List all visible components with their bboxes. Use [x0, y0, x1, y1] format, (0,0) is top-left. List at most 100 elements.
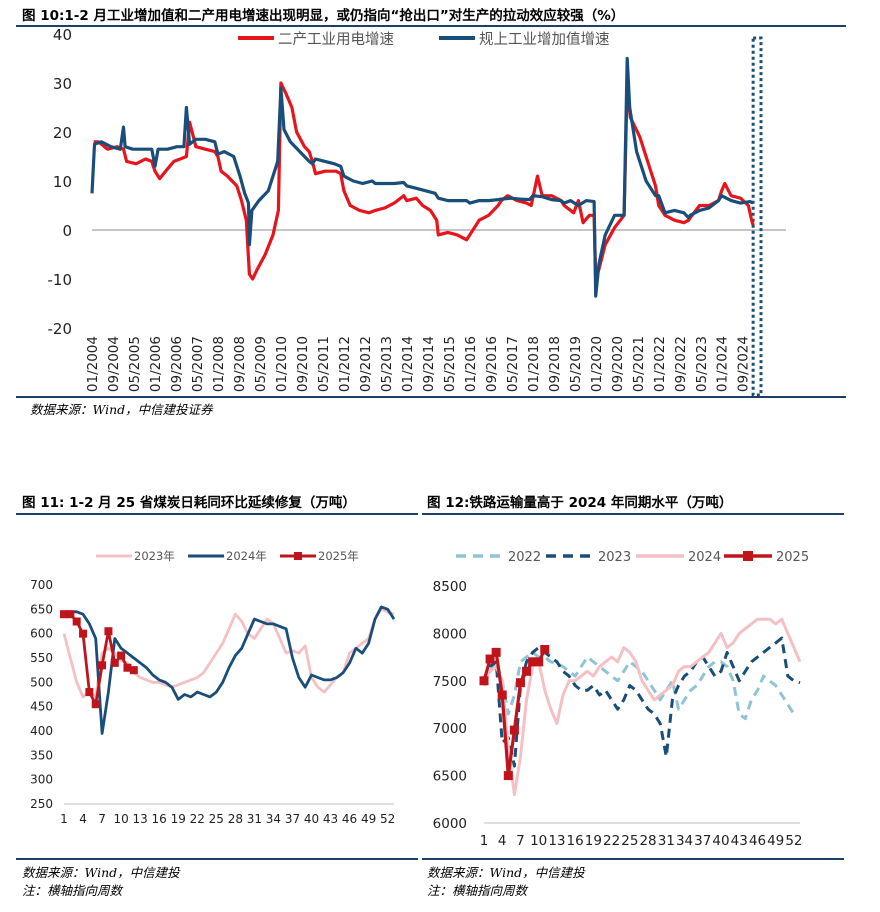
series-marker — [60, 610, 68, 619]
x-tick-label: 25 — [209, 812, 224, 826]
x-tick-label: 01/2010 — [274, 336, 290, 392]
x-tick-label: 28 — [228, 812, 243, 826]
legend-label: 规上工业增加值增速 — [479, 31, 610, 48]
x-tick-label: 19 — [585, 833, 602, 849]
x-tick-label: 09/2006 — [169, 336, 185, 392]
x-tick-label: 01/2016 — [463, 336, 479, 392]
y-tick-label: 550 — [30, 651, 53, 665]
x-tick-label: 7 — [98, 812, 106, 826]
x-tick-label: 7 — [516, 833, 525, 849]
x-tick-label: 34 — [266, 812, 281, 826]
x-tick-label: 10 — [113, 812, 128, 826]
y-tick-label: 8000 — [433, 626, 467, 642]
x-tick-label: 05/2017 — [505, 336, 521, 392]
y-tick-label: 400 — [30, 724, 53, 738]
series-marker — [497, 690, 507, 700]
chart11-title: 图 11: 1-2 月 25 省煤炭日耗同环比延续修复（万吨） — [22, 495, 356, 511]
y-tick-label: 450 — [30, 700, 53, 714]
x-tick-label: 05/2021 — [631, 336, 647, 392]
x-tick-label: 09/2008 — [232, 336, 248, 392]
legend-label: 2025年 — [318, 549, 359, 563]
x-tick-label: 40 — [304, 812, 319, 826]
x-tick-label: 43 — [731, 833, 748, 849]
series-marker — [479, 676, 489, 686]
x-tick-label: 22 — [190, 812, 205, 826]
x-tick-label: 01/2012 — [337, 336, 353, 392]
x-tick-label: 09/2012 — [358, 336, 374, 392]
y-tick-label: 650 — [30, 602, 53, 616]
y-tick-label: 600 — [30, 627, 53, 641]
x-tick-label: 09/2016 — [484, 336, 500, 392]
x-tick-label: 19 — [171, 812, 186, 826]
x-tick-label: 13 — [548, 833, 565, 849]
x-tick-label: 49 — [767, 833, 784, 849]
chart10-plot: -20 -10 0 10 20 30 40 01/2004 09/2004 05/2005 01/2… — [48, 26, 786, 397]
y-tick-label: 300 — [30, 773, 53, 787]
x-tick-label: 01/2006 — [148, 336, 164, 392]
series-marker — [515, 678, 525, 688]
x-tick-label: 4 — [79, 812, 87, 826]
chart11-bottom-rule — [16, 858, 418, 860]
x-tick-label: 37 — [285, 812, 300, 826]
x-tick-label: 43 — [323, 812, 338, 826]
series-line-2 — [482, 617, 802, 797]
x-tick-label: 05/2013 — [379, 336, 395, 392]
legend-label: 2022 — [508, 550, 541, 565]
legend-label: 2024年 — [226, 549, 267, 563]
series-line-0 — [482, 650, 796, 721]
series-marker — [72, 617, 81, 626]
y-tick-label: 250 — [30, 797, 53, 811]
chart12-source: 数据来源：Wind，中信建投 — [427, 865, 585, 880]
y-tick-label: 700 — [30, 578, 53, 592]
series-marker — [509, 725, 519, 735]
x-tick-label: 52 — [380, 812, 395, 826]
x-tick-label: 05/2007 — [190, 336, 206, 392]
x-tick-label: 4 — [498, 833, 507, 849]
x-tick-label: 52 — [785, 833, 802, 849]
chart11-title-rule — [16, 513, 418, 515]
x-tick-label: 46 — [749, 833, 766, 849]
legend-label: 二产工业用电增速 — [278, 31, 394, 48]
chart10-title-rule — [16, 25, 846, 27]
legend-marker — [743, 551, 753, 561]
x-tick-label: 05/2011 — [316, 336, 332, 392]
x-tick-label: 28 — [639, 833, 656, 849]
y-tick-label: 40 — [53, 26, 72, 44]
series-marker — [528, 657, 538, 667]
chart10-source: 数据来源：Wind，中信建投证券 — [30, 402, 213, 417]
chart10-title: 图 10:1-2 月工业增加值和二产用电增速出现明显，或仍指向“抢出口”对生产的… — [22, 8, 625, 24]
x-tick-label: 01/2024 — [715, 336, 731, 392]
y-tick-label: 30 — [53, 75, 72, 93]
series-marker — [117, 651, 126, 660]
chart11-source: 数据来源：Wind，中信建投 — [22, 865, 180, 880]
series-marker — [522, 666, 532, 676]
x-tick-label: 09/2010 — [295, 336, 311, 392]
series-marker — [485, 654, 495, 664]
x-tick-label: 05/2009 — [253, 336, 269, 392]
x-tick-label: 1 — [60, 812, 68, 826]
series-marker — [110, 658, 119, 667]
x-tick-label: 46 — [342, 812, 357, 826]
x-tick-label: 05/2019 — [568, 336, 584, 392]
x-tick-label: 01/2022 — [652, 336, 668, 392]
x-tick-label: 1 — [480, 833, 489, 849]
series-line-1 — [90, 56, 754, 298]
series-marker — [91, 700, 100, 709]
series-marker — [104, 627, 113, 636]
chart10-bottom-rule — [16, 396, 846, 398]
y-tick-label: -20 — [48, 320, 73, 338]
y-tick-label: 7500 — [433, 674, 467, 690]
x-tick-label: 09/2014 — [421, 336, 437, 392]
x-tick-label: 13 — [133, 812, 148, 826]
y-tick-label: 10 — [53, 173, 72, 191]
y-tick-label: 8500 — [433, 579, 467, 595]
chart11-note: 注：横轴指向周数 — [22, 883, 123, 898]
legend-label: 2023 — [598, 550, 631, 565]
series-marker — [79, 629, 88, 638]
y-tick-label: -10 — [48, 271, 73, 289]
x-tick-label: 16 — [567, 833, 584, 849]
x-tick-label: 34 — [676, 833, 693, 849]
x-tick-label: 40 — [712, 833, 729, 849]
series-marker — [534, 657, 544, 667]
legend-label: 2023年 — [134, 549, 175, 563]
